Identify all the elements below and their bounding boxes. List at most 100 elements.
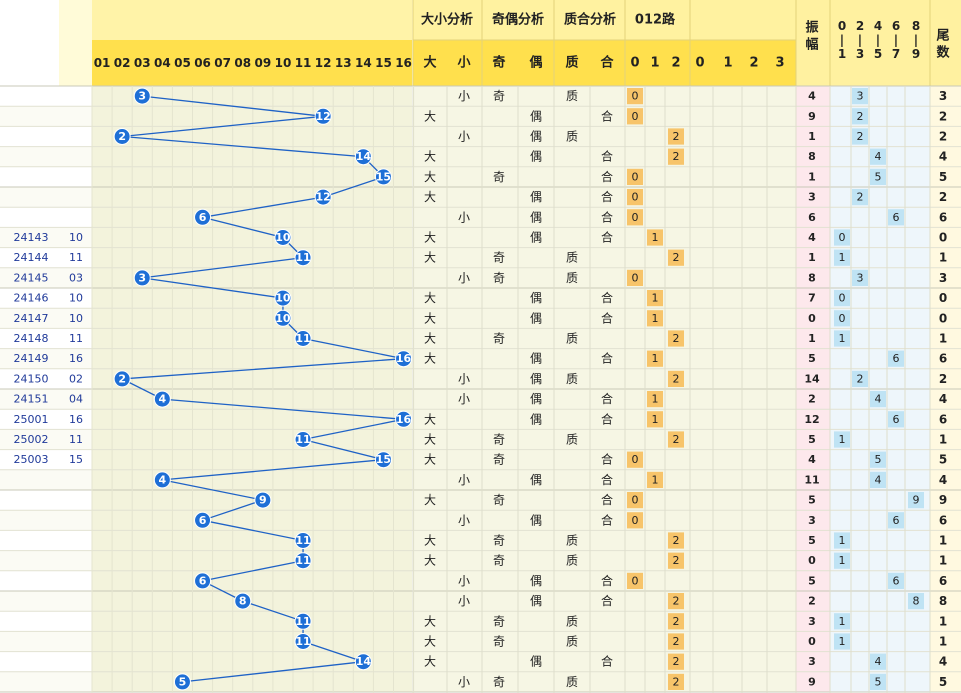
- odd-even-value: 奇: [493, 332, 505, 346]
- remainder-value: 0: [632, 574, 639, 587]
- prime-composite-value: 质: [566, 332, 578, 346]
- prime-composite-value: 合: [601, 189, 613, 204]
- row-ws-bg: [930, 570, 961, 591]
- amplitude-value: 3: [808, 191, 816, 204]
- tail-value: 1: [939, 251, 947, 265]
- sub-col-header-12: 3: [775, 56, 784, 71]
- size-value: 大: [424, 332, 436, 346]
- group-header-3: 012路: [635, 12, 676, 28]
- drawn-ball-label: 6: [199, 574, 207, 587]
- prime-composite-value: 合: [601, 411, 613, 426]
- row-analysis-bg: [413, 348, 796, 369]
- odd-even-value: 偶: [530, 210, 542, 224]
- drawn-ball-label: 10: [275, 231, 291, 244]
- remainder-value: 1: [652, 231, 659, 244]
- drawn-ball: [254, 491, 272, 509]
- sub-col-header-0: 大: [423, 55, 436, 71]
- tail-mark: 0: [839, 231, 846, 244]
- size-value: 小: [458, 473, 470, 487]
- row-analysis-bg: [413, 570, 796, 591]
- drawn-ball-label: 5: [179, 675, 187, 688]
- tail-cell: [834, 431, 850, 448]
- tail-value: 1: [939, 332, 947, 346]
- row-number-bg: [92, 328, 412, 349]
- drawn-ball-label: 14: [356, 655, 372, 668]
- tail-cell: [834, 310, 850, 327]
- remainder-cell: [627, 209, 643, 226]
- odd-even-value: 偶: [530, 392, 542, 406]
- number-col-header-14: 14: [355, 56, 372, 70]
- amplitude-value: 0: [808, 635, 816, 648]
- prime-composite-value: 合: [601, 654, 613, 669]
- remainder-value: 0: [632, 170, 639, 183]
- remainder-value: 0: [632, 271, 639, 284]
- remainder-cell: [668, 431, 684, 448]
- drawn-ball-label: 6: [199, 514, 207, 527]
- remainder-value: 2: [673, 615, 680, 628]
- row-number-bg: [92, 308, 412, 329]
- odd-even-value: 偶: [530, 594, 542, 608]
- row-analysis-bg: [413, 187, 796, 208]
- drawn-ball-label: 2: [118, 130, 126, 143]
- size-value: 大: [424, 311, 436, 325]
- amplitude-value: 3: [808, 655, 816, 668]
- tail-col-header-1-1: |: [858, 33, 862, 47]
- group-header-1: 奇偶分析: [492, 12, 544, 28]
- size-value: 大: [424, 534, 436, 548]
- odd-even-value: 偶: [530, 513, 542, 527]
- amplitude-value: 1: [808, 170, 816, 183]
- tail-value: 5: [939, 675, 947, 689]
- drawn-ball-label: 4: [159, 473, 167, 486]
- row-amp-bg: [796, 671, 830, 692]
- size-value: 大: [424, 190, 436, 204]
- row-amp-bg: [796, 106, 830, 127]
- row-analysis-bg: [413, 328, 796, 349]
- drawn-ball-label: 10: [275, 312, 291, 325]
- row-amp-bg: [796, 368, 830, 389]
- odd-even-value: 偶: [530, 150, 542, 164]
- row-number-bg: [92, 530, 412, 551]
- number-col-header-09: 09: [254, 56, 271, 70]
- remainder-value: 0: [632, 90, 639, 103]
- row-number-bg: [92, 227, 412, 248]
- tail-mark: 1: [839, 554, 846, 567]
- odd-even-value: 奇: [493, 493, 505, 507]
- amplitude-value: 9: [808, 675, 816, 688]
- table-row: [0, 227, 961, 248]
- table-row: [0, 348, 961, 369]
- issue-number: 24151: [14, 393, 49, 406]
- issue-number: 24144: [14, 251, 49, 264]
- remainder-value: 0: [632, 514, 639, 527]
- remainder-value: 2: [673, 130, 680, 143]
- size-value: 大: [424, 352, 436, 366]
- remainder-value: 1: [652, 393, 659, 406]
- row-tail-bg: [830, 348, 930, 369]
- row-amp-bg: [796, 146, 830, 167]
- row-number-bg: [92, 429, 412, 450]
- amplitude-value: 1: [808, 332, 816, 345]
- tail-value: 4: [939, 655, 947, 669]
- prime-composite-value: 质: [566, 89, 578, 103]
- group-header-0: 大小分析: [421, 12, 473, 28]
- row-ws-bg: [930, 591, 961, 612]
- header-number-row: [92, 40, 412, 86]
- amplitude-value: 1: [808, 251, 816, 264]
- issue-number: 24150: [14, 372, 49, 385]
- table-row: [0, 570, 961, 591]
- odd-even-value: 偶: [530, 311, 542, 325]
- odd-even-value: 偶: [530, 412, 542, 426]
- tail-value: 6: [939, 352, 947, 366]
- prime-composite-value: 质: [566, 433, 578, 447]
- row-ws-bg: [930, 409, 961, 430]
- row-ws-bg: [930, 227, 961, 248]
- tail-mark: 9: [913, 494, 920, 507]
- remainder-cell: [647, 350, 663, 367]
- tail-mark: 3: [857, 271, 864, 284]
- drawn-ball-label: 15: [376, 170, 391, 183]
- prime-composite-value: 合: [601, 108, 613, 123]
- remainder-cell: [668, 330, 684, 347]
- odd-even-value: 奇: [493, 453, 505, 467]
- amplitude-value: 4: [808, 453, 816, 466]
- table-row: [0, 187, 961, 208]
- remainder-cell: [627, 189, 643, 206]
